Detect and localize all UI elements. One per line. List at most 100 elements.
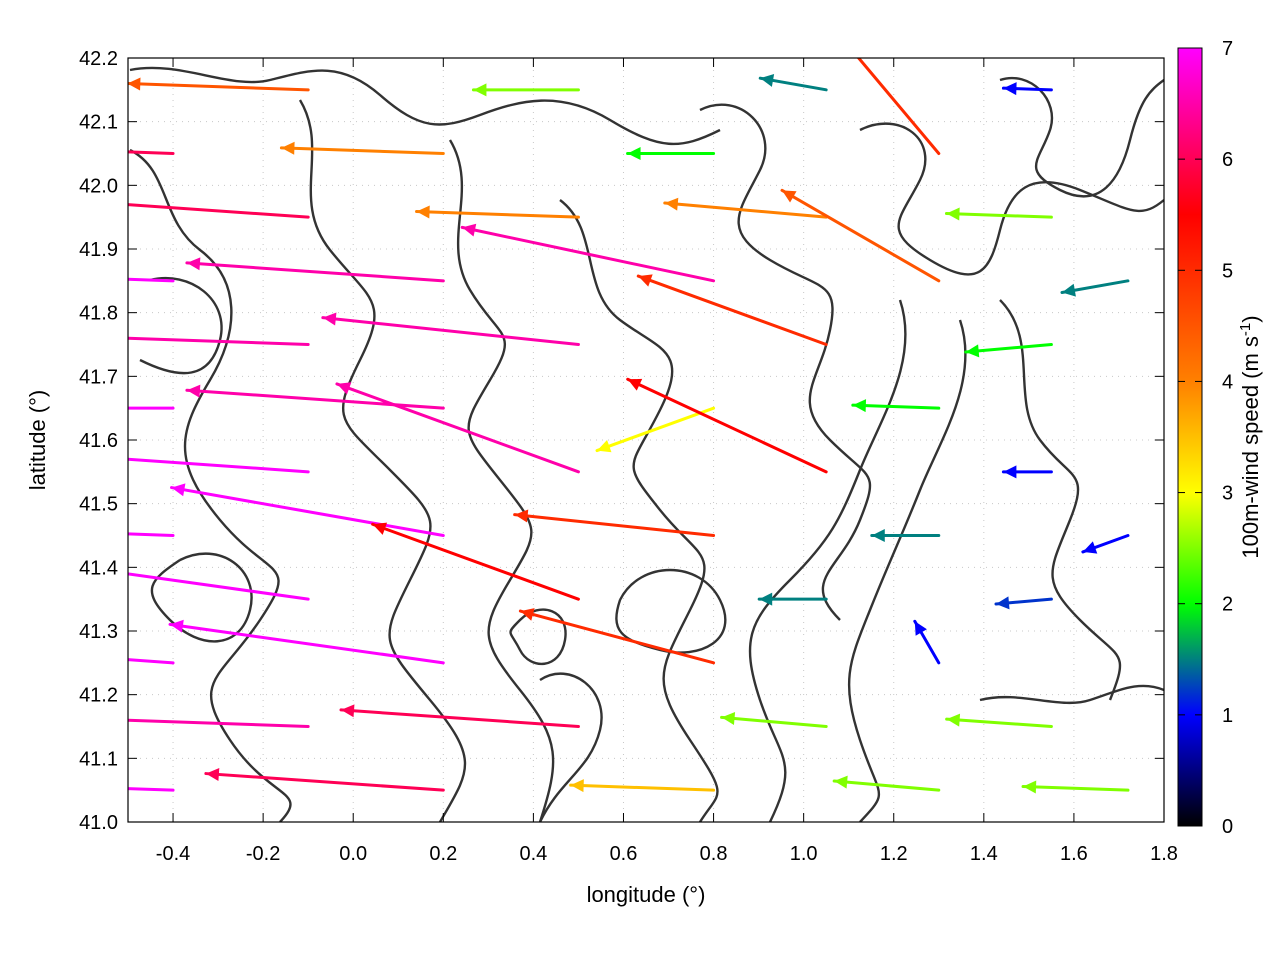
wind-vector-head: [1023, 780, 1037, 794]
colorbar-label-superscript: -1: [1237, 323, 1254, 336]
wind-vector-shaft: [964, 343, 1053, 354]
wind-vector-head: [416, 205, 430, 219]
contour-line: [129, 148, 292, 822]
wind-vector-shaft: [851, 403, 941, 410]
wind-vector-shaft: [185, 388, 445, 410]
wind-vector-shaft: [780, 188, 941, 283]
colorbar-tick-label: 4: [1222, 371, 1233, 393]
wind-vector-shaft: [128, 203, 310, 219]
wind-vector-shaft: [663, 201, 828, 219]
wind-vector-head: [169, 619, 184, 633]
wind-vector-head: [473, 83, 487, 97]
wind-vector-shaft: [168, 622, 445, 665]
wind-vector-shaft: [1021, 785, 1130, 792]
grid-lines: [128, 57, 1165, 823]
wind-vector-head: [336, 382, 352, 395]
wind-vector-shaft: [169, 486, 445, 537]
wind-vector-shaft: [415, 210, 580, 219]
y-axis-ticks: 41.0 41.1 41.2 41.3 41.4 41.5 41.6 41.7 41.8 41.9…: [79, 48, 1164, 834]
wind-vector-head: [205, 767, 220, 781]
wind-vector-head: [1082, 541, 1098, 554]
y-tick-label: 41.6: [79, 430, 118, 452]
y-tick-label: 42.2: [79, 48, 118, 70]
wind-vector-head: [627, 378, 643, 391]
wind-vector-shaft: [832, 779, 941, 792]
x-tick-label: 1.6: [1060, 843, 1088, 865]
contour-line: [615, 568, 727, 654]
wind-vector-shaft: [569, 783, 716, 792]
wind-vector-head: [186, 257, 201, 271]
wind-vector-head: [1061, 283, 1076, 297]
contour-line: [150, 552, 253, 643]
y-tick-label: 41.1: [79, 748, 118, 770]
x-tick-label: -0.4: [156, 843, 190, 865]
colorbar-tick-label: 1: [1222, 705, 1233, 727]
wind-vector-head: [171, 483, 186, 497]
x-tick-label: 0.8: [700, 843, 728, 865]
colorbar-ticks: 0 1 2 3 4 5 6 7: [1178, 38, 1233, 838]
contour-line: [129, 66, 721, 146]
wind-vector-shaft: [128, 336, 310, 346]
colorbar-tick-label: 6: [1222, 149, 1233, 171]
wind-vector-shaft: [460, 225, 716, 283]
wind-vector-head: [281, 141, 295, 155]
wind-vector-shaft: [944, 212, 1053, 219]
colorbar-label: 100m-wind speed (m s-1): [1237, 315, 1263, 558]
wind-vector-shaft: [595, 406, 716, 453]
colorbar-tick-label: 3: [1222, 483, 1233, 505]
x-tick-label: 0.4: [519, 843, 547, 865]
wind-vector-head: [322, 312, 337, 326]
wind-vector-shaft: [128, 82, 310, 92]
wind-vector-shaft: [204, 772, 445, 792]
wind-vector-head: [1003, 82, 1017, 96]
wind-vector-head: [782, 190, 797, 203]
y-tick-label: 42.1: [79, 112, 118, 134]
wind-vector-shaft: [626, 377, 828, 474]
y-axis-label: latitude (°): [25, 390, 50, 491]
contour-line: [999, 77, 1164, 198]
y-tick-label: 41.5: [79, 494, 118, 516]
y-tick-label: 41.9: [79, 239, 118, 261]
wind-vector-shaft: [513, 513, 716, 537]
contour-line: [509, 608, 567, 665]
y-tick-label: 41.8: [79, 303, 118, 325]
wind-vector-head: [570, 779, 584, 793]
wind-vector-head: [834, 775, 848, 789]
wind-vector-shaft: [335, 382, 580, 474]
wind-vector-head: [721, 712, 736, 725]
colorbar-tick-label: 7: [1222, 38, 1233, 60]
wind-vector-shaft: [945, 717, 1053, 728]
x-tick-label: 1.8: [1150, 843, 1178, 865]
wind-vector-head: [996, 596, 1010, 610]
wind-vector-shaft: [128, 718, 310, 728]
colorbar-tick-label: 5: [1222, 260, 1233, 282]
x-tick-label: 1.2: [880, 843, 908, 865]
wind-vector-head: [627, 147, 641, 160]
wind-vector-head: [597, 440, 612, 453]
wind-vector-head: [372, 522, 388, 535]
wind-vector-head: [852, 399, 867, 413]
contour-line: [999, 299, 1122, 701]
wind-vector-head: [871, 529, 885, 542]
x-tick-label: 1.4: [970, 843, 998, 865]
y-tick-label: 41.0: [79, 812, 118, 834]
x-axis-ticks: -0.4 -0.2 0.0 0.2 0.4 0.6 0.8 1.0 1.2 1.4 1.6 1.8: [156, 58, 1178, 865]
wind-vector-shaft: [371, 522, 580, 601]
y-tick-label: 42.0: [79, 175, 118, 197]
colorbar-tick-label: 0: [1222, 816, 1233, 838]
wind-vector-head: [514, 509, 529, 523]
contour-line: [847, 319, 967, 822]
wind-vector-head: [638, 274, 653, 287]
wind-vector-shaft: [128, 572, 310, 601]
colorbar: [1177, 47, 1203, 827]
contour-line: [448, 139, 555, 822]
wind-vector-head: [664, 197, 679, 211]
wind-vector-shaft: [185, 261, 445, 283]
wind-vector-head: [914, 621, 927, 636]
colorbar-label-close: ): [1238, 315, 1263, 322]
wind-vector-head: [759, 592, 773, 606]
wind-vector-head: [186, 384, 201, 398]
x-tick-label: 0.0: [339, 843, 367, 865]
contour-line: [748, 299, 907, 822]
